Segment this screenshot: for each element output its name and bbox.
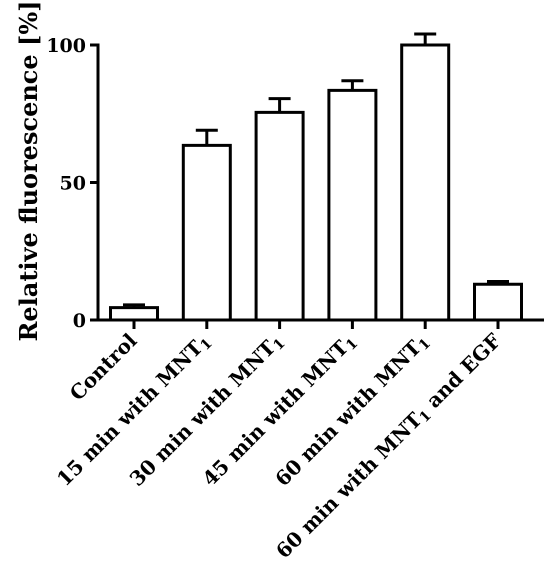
bar (181, 143, 232, 322)
y-axis-label: Relative fluorescence [%] (14, 0, 43, 341)
y-tick-label: 100 (46, 35, 86, 57)
bar (254, 110, 305, 322)
bar (400, 43, 451, 322)
bar (473, 282, 523, 322)
x-category-label: Control (65, 328, 142, 405)
plot-area (109, 32, 523, 322)
bar (109, 306, 159, 322)
bar (327, 88, 378, 322)
y-tick-label: 0 (73, 310, 86, 332)
y-tick-label: 50 (60, 173, 86, 195)
axes (96, 43, 544, 322)
